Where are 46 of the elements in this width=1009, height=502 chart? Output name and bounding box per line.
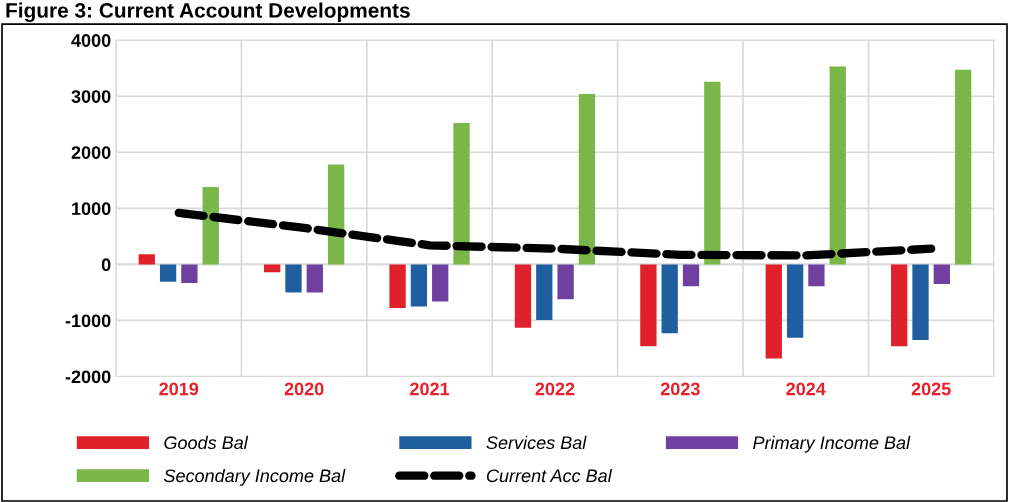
bar [704, 81, 721, 265]
y-tick-label: -2000 [65, 370, 111, 384]
legend-label: Current Acc Bal [486, 468, 613, 483]
bar [264, 264, 281, 273]
legend-label: Services Bal [486, 435, 587, 450]
bar [453, 123, 470, 265]
x-tick-label: 2019 [159, 382, 199, 396]
x-tick-label: 2022 [535, 382, 575, 396]
bar [514, 264, 532, 328]
legend-label: Secondary Income Bal [163, 468, 346, 486]
bar [933, 264, 950, 285]
bar [808, 264, 825, 287]
y-tick-label: 1000 [72, 202, 111, 216]
legend-label: Primary Income Bal [753, 435, 911, 453]
bar [954, 69, 972, 265]
bar [682, 264, 700, 287]
x-tick-label: 2023 [660, 382, 700, 396]
bar [786, 264, 804, 338]
bar [285, 264, 302, 293]
bar [410, 264, 428, 307]
y-tick-label: 0 [101, 258, 111, 272]
bar [765, 264, 782, 359]
x-tick-label: 2021 [410, 382, 450, 396]
chart-title: Figure 3: Current Account Developments [6, 2, 410, 23]
x-tick-label: 2025 [911, 382, 951, 396]
x-tick-label: 2024 [786, 382, 826, 396]
bar [181, 264, 198, 283]
bar [578, 93, 596, 265]
bar [432, 264, 449, 302]
y-tick-label: 2000 [71, 146, 111, 159]
y-tick-label: 4000 [71, 34, 111, 47]
bar [159, 264, 177, 282]
x-tick-label: 2020 [284, 382, 324, 396]
bar [891, 264, 908, 347]
bar [912, 264, 929, 341]
bar [640, 264, 657, 347]
bar [138, 254, 155, 265]
bar [306, 264, 323, 293]
bar [557, 264, 574, 300]
bar [536, 264, 553, 320]
bar [389, 264, 406, 309]
bar [661, 264, 678, 334]
y-tick-label: -1000 [65, 314, 111, 328]
bar [829, 66, 846, 265]
legend-label: Goods Bal [164, 435, 249, 450]
y-tick-label: 3000 [71, 90, 111, 103]
